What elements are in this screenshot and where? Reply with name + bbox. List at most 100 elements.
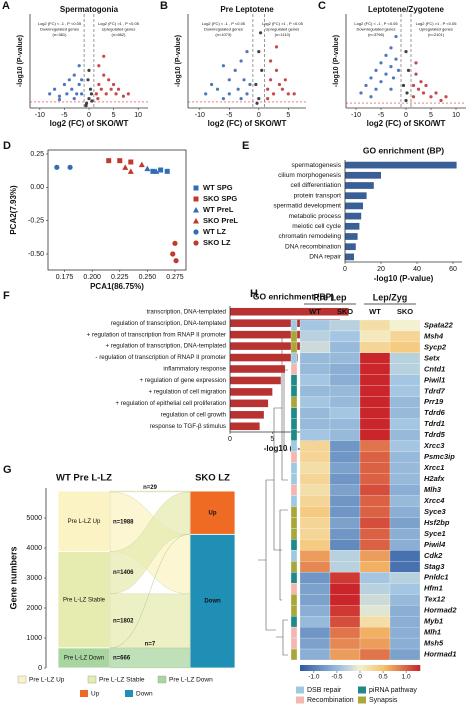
- colorbar-step: [400, 665, 403, 671]
- chart-title: Pre Leptotene: [220, 5, 274, 14]
- node-label: Pre L-LZ Down: [64, 655, 104, 661]
- cell: [389, 583, 421, 595]
- flow-label: n=29: [143, 485, 158, 491]
- flow: [109, 490, 191, 493]
- point: [389, 87, 393, 91]
- cell: [359, 616, 391, 628]
- cell: [359, 561, 391, 573]
- row-annotation: [290, 451, 298, 463]
- cell: [329, 539, 361, 551]
- cell: [329, 648, 361, 661]
- colorbar-step: [406, 665, 409, 671]
- y-tick-label: 3000: [26, 575, 42, 582]
- category-label: DNA recombination: [285, 243, 341, 250]
- column-label: SKO: [337, 307, 353, 316]
- point: [364, 83, 368, 88]
- gene-label: Msh5: [424, 639, 444, 648]
- colorbar-step: [336, 665, 339, 671]
- cell: [299, 594, 331, 606]
- gene-label: Piwil4: [424, 540, 446, 549]
- point: [254, 82, 258, 87]
- colorbar-label: 1.0: [402, 674, 411, 681]
- cell: [329, 341, 361, 354]
- colorbar-step: [394, 665, 397, 671]
- category-label: metabolic process: [289, 213, 342, 220]
- column-label: SKO: [397, 307, 413, 316]
- cell: [389, 451, 421, 463]
- point: [374, 68, 378, 72]
- category-label: regulation of transcription, DNA-templat…: [111, 320, 227, 327]
- flow-label: n=1988: [113, 519, 134, 525]
- node-label: Down: [204, 599, 221, 605]
- point: [389, 46, 393, 50]
- plot-frame: [47, 149, 187, 271]
- cell: [359, 396, 391, 408]
- point: [96, 97, 100, 101]
- panel-label: F: [3, 290, 10, 302]
- point: [172, 240, 178, 246]
- point: [77, 64, 81, 68]
- legend-swatch: [358, 686, 366, 694]
- point: [394, 34, 398, 39]
- row-annotation: [290, 484, 298, 496]
- bar: [345, 192, 367, 200]
- cell: [359, 605, 391, 617]
- flow: [109, 647, 191, 669]
- colorbar-step: [398, 665, 401, 671]
- cell: [389, 385, 421, 397]
- colorbar-step: [410, 665, 413, 671]
- colorbar-step: [396, 665, 399, 671]
- cell: [299, 374, 331, 386]
- point: [394, 57, 398, 61]
- cell: [359, 363, 391, 375]
- cell: [329, 418, 361, 430]
- category-label: + regulation of transcription, DNA-templ…: [105, 343, 226, 350]
- cell: [389, 561, 421, 573]
- colorbar-step: [380, 665, 383, 671]
- cell: [389, 539, 421, 551]
- colorbar-label: -1.0: [308, 674, 320, 681]
- gene-label: Cntd1: [424, 364, 445, 373]
- cell: [389, 495, 421, 507]
- x-tick-label: 60: [449, 266, 457, 273]
- cell: [329, 528, 361, 540]
- point: [215, 87, 220, 91]
- cell: [299, 341, 331, 354]
- gene-label: Piwil1: [424, 375, 445, 384]
- point: [404, 50, 408, 54]
- point: [391, 76, 396, 80]
- cell: [299, 440, 331, 452]
- colorbar-step: [416, 665, 419, 671]
- category-label: transcription, DNA-templated: [147, 308, 227, 315]
- gene-label: Hormad2: [424, 606, 457, 615]
- category-label: regulation of cell growth: [161, 411, 227, 418]
- cell: [389, 506, 421, 518]
- category-label: meiotic cell cycle: [292, 223, 341, 230]
- annotation: (n=1110): [275, 32, 291, 37]
- point: [102, 54, 106, 58]
- row-annotation: [290, 605, 298, 617]
- point: [414, 61, 418, 65]
- legend-marker: [193, 218, 199, 224]
- gene-label: Msh4: [424, 331, 444, 340]
- legend-marker: [193, 207, 199, 213]
- cell: [389, 418, 421, 430]
- point: [144, 165, 151, 172]
- point: [111, 82, 116, 87]
- annotation: Upregulated genes: [265, 27, 299, 32]
- colorbar-step: [374, 665, 377, 671]
- bar: [230, 307, 349, 316]
- point: [242, 78, 246, 82]
- node-label: Up: [209, 510, 217, 516]
- point: [384, 53, 388, 57]
- y-axis-label: -log10 (P-value): [175, 35, 182, 87]
- gene-label: Xrcc4: [423, 496, 445, 505]
- legend-swatch: [80, 690, 88, 697]
- category-label: + regulation of epithelial cell prolifer…: [115, 400, 226, 407]
- x-tick-label: -5: [226, 112, 232, 119]
- cell: [359, 484, 391, 496]
- legend-label: Down: [136, 691, 153, 698]
- cell: [359, 495, 391, 507]
- gene-label: Myb1: [424, 617, 443, 626]
- cell: [329, 626, 361, 639]
